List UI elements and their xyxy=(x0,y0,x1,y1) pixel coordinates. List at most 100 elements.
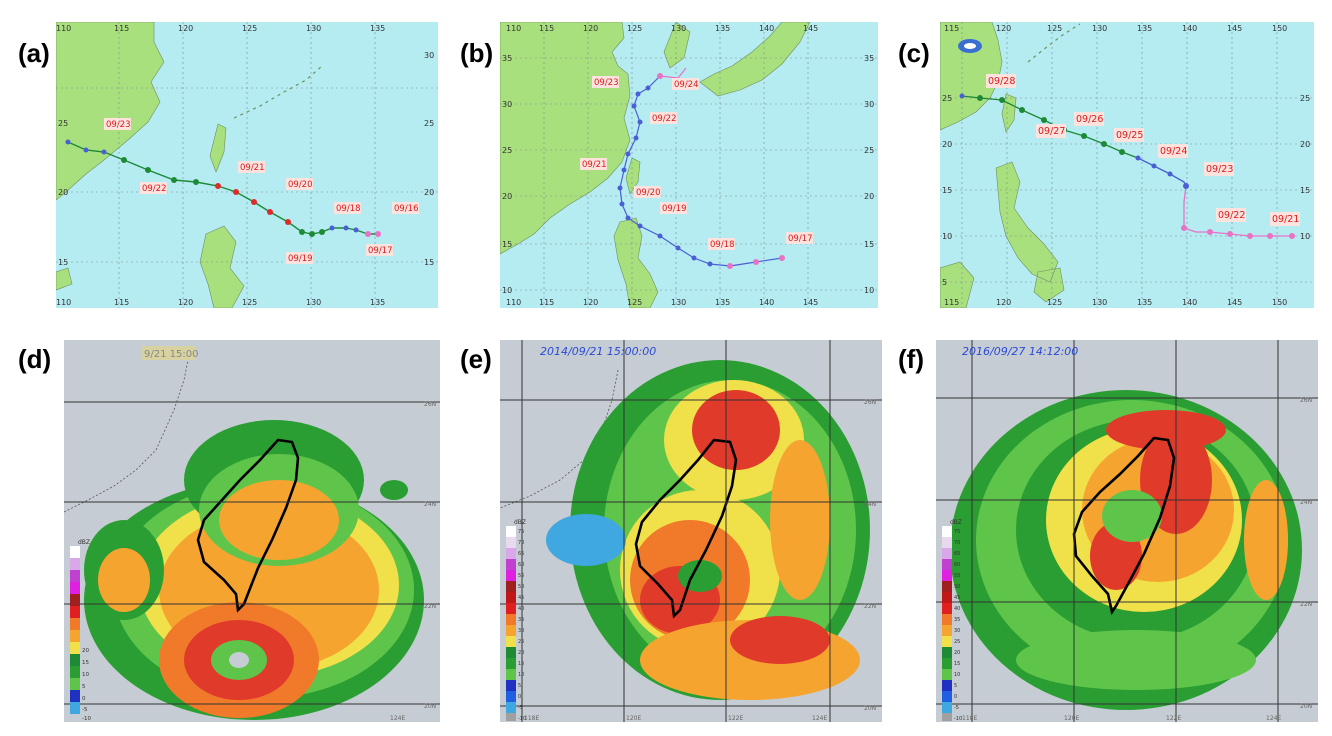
lat-tick: 15 xyxy=(1300,186,1310,195)
lat-tick: 10 xyxy=(1300,232,1310,241)
legend-value: 15 xyxy=(518,661,524,667)
grid-label: 122E xyxy=(1166,715,1181,722)
legend-value: 10 xyxy=(954,672,960,678)
lon-tick: 135 xyxy=(715,298,730,307)
lon-tick: 110 xyxy=(506,298,521,307)
date-label: 09/27 xyxy=(1038,126,1065,137)
panel-label-b: (b) xyxy=(460,38,494,68)
lat-tick: 30 xyxy=(424,51,434,60)
grid-label: 26N xyxy=(1300,397,1312,404)
lat-tick: 20 xyxy=(58,188,68,197)
date-label: 09/20 xyxy=(636,188,661,198)
date-label: 09/16 xyxy=(394,204,419,214)
lon-tick: 135 xyxy=(1137,298,1152,307)
lon-tick: 130 xyxy=(306,24,321,33)
lat-tick: 35 xyxy=(864,54,874,63)
taiwan-island xyxy=(209,123,227,173)
radar-image-d: 9/21 15:00 dBZ 20 15 10 5 0 -5 -10 26N 2… xyxy=(64,340,440,722)
date-label: 09/17 xyxy=(788,234,813,244)
legend-value: 0 xyxy=(954,694,957,700)
legend-value: 65 xyxy=(518,551,524,557)
legend-value: 10 xyxy=(82,672,89,678)
lat-tick: 25 xyxy=(864,146,874,155)
legend-value: 15 xyxy=(82,660,89,666)
legend-value: 20 xyxy=(954,650,960,656)
legend-value: 35 xyxy=(518,617,524,623)
grid-label: 22N xyxy=(424,603,436,610)
lat-tick: 15 xyxy=(424,258,434,267)
grid-label: 24N xyxy=(1300,499,1312,506)
lon-tick: 145 xyxy=(1227,298,1242,307)
lat-tick: 15 xyxy=(58,258,68,267)
legend-value: 0 xyxy=(518,694,521,700)
panel-label-d: (d) xyxy=(18,344,52,374)
date-label: 09/17 xyxy=(368,246,393,256)
date-label: 09/21 xyxy=(1272,214,1299,225)
borneo-fragment xyxy=(940,261,975,308)
lat-tick: 25 xyxy=(58,119,68,128)
grid-label: 24N xyxy=(424,501,436,508)
legend-value: 40 xyxy=(518,606,524,612)
lon-tick: 115 xyxy=(944,24,959,33)
lon-tick: 135 xyxy=(370,298,385,307)
lon-tick: 120 xyxy=(178,24,193,33)
lat-tick: 15 xyxy=(502,240,512,249)
lat-tick: 10 xyxy=(864,286,874,295)
legend-value: 30 xyxy=(518,628,524,634)
grid-label: 124E xyxy=(390,715,405,722)
taiwan-outline xyxy=(1072,436,1176,616)
panel-label-f: (f) xyxy=(898,344,924,374)
grid-label: 20N xyxy=(424,703,436,710)
lon-tick: 125 xyxy=(1047,298,1062,307)
date-label: 09/22 xyxy=(1218,210,1245,221)
lon-tick: 120 xyxy=(996,298,1011,307)
lon-tick: 140 xyxy=(759,24,774,33)
cwb-logo xyxy=(958,39,982,53)
lon-tick: 145 xyxy=(803,24,818,33)
date-label: 09/18 xyxy=(336,204,361,214)
lon-tick: 140 xyxy=(1182,298,1197,307)
track-points xyxy=(959,93,1295,239)
grid-label: 118E xyxy=(524,715,539,722)
taiwan-outline xyxy=(196,438,300,613)
lon-tick: 130 xyxy=(306,298,321,307)
grid-label: 118E xyxy=(962,715,977,722)
legend-value: 10 xyxy=(518,672,524,678)
lon-tick: 150 xyxy=(1272,298,1287,307)
lon-tick: 130 xyxy=(671,24,686,33)
grid-label: 22N xyxy=(864,603,876,610)
date-label: 09/24 xyxy=(1160,146,1187,157)
legend-value: 70 xyxy=(518,540,524,546)
lat-tick: 25 xyxy=(502,146,512,155)
grid-label: 24N xyxy=(864,501,876,508)
track-map-b: 110 115 120 125 130 135 140 145 110 115 … xyxy=(500,22,878,308)
legend-value: 55 xyxy=(518,573,524,579)
hainan-fragment xyxy=(56,267,73,291)
date-label: 09/19 xyxy=(288,254,313,264)
legend-value: -10 xyxy=(518,716,526,722)
legend-value: 65 xyxy=(954,551,960,557)
lon-tick: 135 xyxy=(715,24,730,33)
dbz-legend: dBZ 20 15 10 5 0 -5 -10 xyxy=(70,539,91,722)
legend-title: dBZ xyxy=(514,519,526,526)
philippines xyxy=(613,217,659,308)
grid-lines xyxy=(500,340,882,722)
lat-tick: 20 xyxy=(942,140,952,149)
lat-tick: 25 xyxy=(1300,94,1310,103)
lat-tick: 25 xyxy=(942,94,952,103)
lon-tick: 145 xyxy=(803,298,818,307)
legend-value: 20 xyxy=(82,648,89,654)
lat-tick: 20 xyxy=(424,188,434,197)
japan-fragment xyxy=(1027,23,1081,63)
grid-label: 26N xyxy=(424,401,436,408)
lat-tick: 20 xyxy=(1300,140,1310,149)
legend-value: 30 xyxy=(954,628,960,634)
track-map-c: 115 120 125 130 135 140 145 150 115 120 … xyxy=(940,22,1314,308)
legend-value: 5 xyxy=(954,683,957,689)
lon-tick: 120 xyxy=(996,24,1011,33)
grid-label: 26N xyxy=(864,399,876,406)
lon-tick: 130 xyxy=(671,298,686,307)
reflectivity-echoes xyxy=(950,390,1302,710)
lon-tick: 120 xyxy=(178,298,193,307)
legend-value: 50 xyxy=(954,584,960,590)
